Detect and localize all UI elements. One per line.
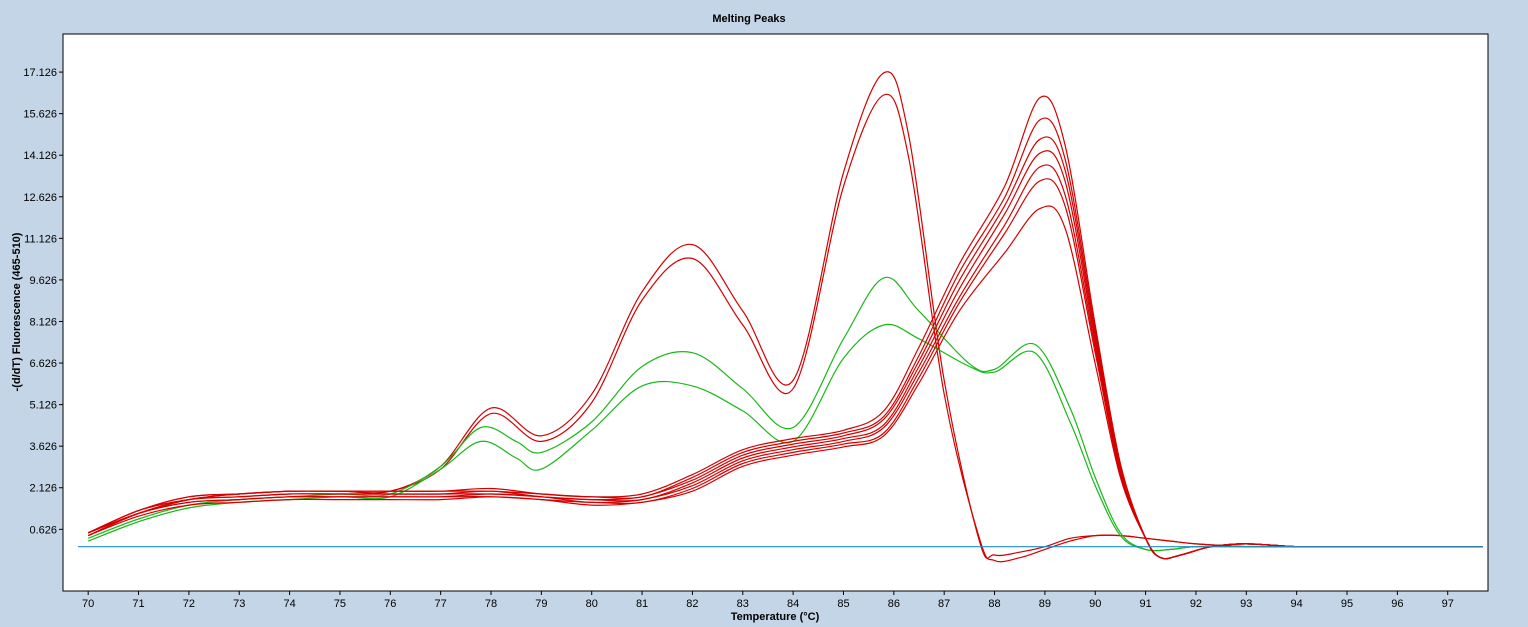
y-tick-label: 15.626 <box>23 109 57 121</box>
x-tick-label: 88 <box>988 598 1000 610</box>
x-tick-label: 74 <box>283 598 295 610</box>
x-tick-label: 94 <box>1291 598 1303 610</box>
x-tick-label: 92 <box>1190 598 1202 610</box>
y-tick-label: 8.126 <box>29 316 57 328</box>
y-axis-label: -(d/dT) Fluorescence (465-510) <box>11 232 23 391</box>
x-tick-label: 97 <box>1442 598 1454 610</box>
x-tick-label: 96 <box>1391 598 1403 610</box>
y-tick-label: 17.126 <box>23 67 57 79</box>
x-tick-label: 91 <box>1139 598 1151 610</box>
y-tick-label: 14.126 <box>23 150 57 162</box>
y-tick-label: 5.126 <box>29 400 57 412</box>
y-tick-label: 2.126 <box>29 483 57 495</box>
series-line-11 <box>87 205 1483 560</box>
x-tick-label: 77 <box>435 598 447 610</box>
x-tick-label: 86 <box>888 598 900 610</box>
y-tick-label: 3.626 <box>29 441 57 453</box>
x-tick-label: 72 <box>183 598 195 610</box>
x-tick-label: 76 <box>384 598 396 610</box>
x-tick-label: 70 <box>82 598 94 610</box>
x-tick-label: 73 <box>233 598 245 610</box>
x-tick-label: 89 <box>1039 598 1051 610</box>
x-tick-label: 80 <box>586 598 598 610</box>
x-tick-label: 85 <box>837 598 849 610</box>
plot-area <box>62 33 1489 592</box>
y-axis: 0.626 2.126 3.626 5.126 6.626 8.126 9.626 11.12… <box>23 67 63 536</box>
x-axis: 70 71 72 73 74 75 76 77 78 79 80 81 82 83 84 85 86 87 88 89… <box>82 591 1454 610</box>
x-tick-label: 90 <box>1089 598 1101 610</box>
y-tick-label: 9.626 <box>29 275 57 287</box>
y-tick-label: 11.126 <box>24 233 57 245</box>
x-tick-label: 71 <box>132 598 144 610</box>
chart-title: Melting Peaks <box>712 13 785 25</box>
x-tick-label: 78 <box>485 598 497 610</box>
x-tick-label: 84 <box>787 598 799 610</box>
x-tick-label: 95 <box>1341 598 1353 610</box>
y-tick-label: 6.626 <box>29 358 57 370</box>
x-tick-label: 79 <box>535 598 547 610</box>
x-axis-label: Temperature (°C) <box>731 611 820 623</box>
series-line-2 <box>87 93 1483 563</box>
x-tick-label: 75 <box>334 598 346 610</box>
y-tick-label: 12.626 <box>23 192 57 204</box>
y-tick-label: 0.626 <box>29 524 57 536</box>
x-tick-label: 93 <box>1240 598 1252 610</box>
x-tick-label: 81 <box>636 598 648 610</box>
x-tick-label: 83 <box>737 598 749 610</box>
x-tick-label: 82 <box>686 598 698 610</box>
x-tick-label: 87 <box>938 598 950 610</box>
series-layer <box>78 71 1483 563</box>
